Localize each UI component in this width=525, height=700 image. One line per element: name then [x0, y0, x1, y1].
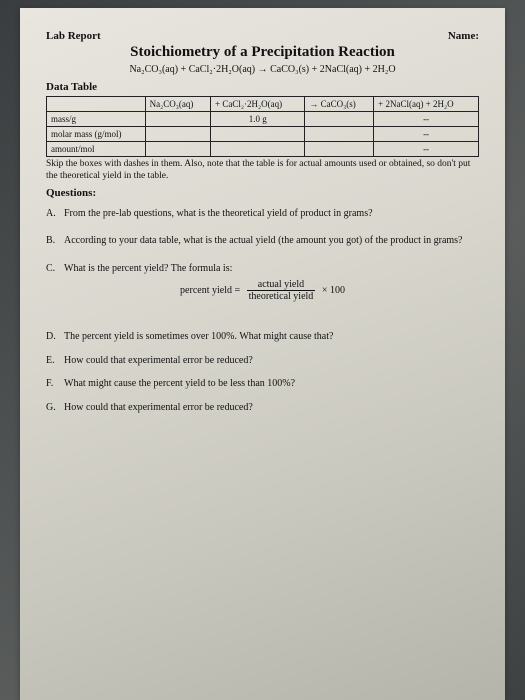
- question-b: B. According to your data table, what is…: [46, 234, 479, 248]
- question-text: How could that experimental error be red…: [64, 354, 479, 368]
- question-letter: E.: [46, 354, 64, 368]
- question-c: C. What is the percent yield? The formul…: [46, 262, 479, 276]
- question-letter: C.: [46, 262, 64, 276]
- cell: [211, 127, 305, 142]
- question-a: A. From the pre-lab questions, what is t…: [46, 207, 479, 221]
- fraction-denominator: theoretical yield: [247, 291, 316, 302]
- table-header-row: Na₂CO₃(aq) + CaCl₂·2H₂O(aq) → CaCO₃(s) +…: [47, 97, 479, 112]
- name-label: Name:: [448, 30, 479, 42]
- question-letter: D.: [46, 330, 64, 344]
- reaction-equation: Na₂CO₃(aq) + CaCl₂·2H₂O(aq) → CaCO₃(s) +…: [46, 64, 479, 75]
- questions-heading: Questions:: [46, 187, 479, 199]
- row-label: molar mass (g/mol): [47, 127, 146, 142]
- question-letter: G.: [46, 401, 64, 415]
- data-table-heading: Data Table: [46, 81, 479, 93]
- question-text: What might cause the percent yield to be…: [64, 377, 479, 391]
- col-nacl: + 2NaCl(aq) + 2H₂O: [374, 97, 479, 112]
- question-letter: A.: [46, 207, 64, 221]
- cell: [305, 112, 374, 127]
- cell: [305, 127, 374, 142]
- lab-report-label: Lab Report: [46, 30, 101, 42]
- col-na2co3: Na₂CO₃(aq): [145, 97, 210, 112]
- question-letter: B.: [46, 234, 64, 248]
- question-text: The percent yield is sometimes over 100%…: [64, 330, 479, 344]
- question-g: G. How could that experimental error be …: [46, 401, 479, 415]
- row-label: mass/g: [47, 112, 146, 127]
- header-row: Lab Report Name:: [46, 30, 479, 42]
- cell: [145, 142, 210, 157]
- table-row: molar mass (g/mol) --: [47, 127, 479, 142]
- question-e: E. How could that experimental error be …: [46, 354, 479, 368]
- col-caco3: → CaCO₃(s): [305, 97, 374, 112]
- formula-lhs: percent yield =: [180, 285, 240, 296]
- question-f: F. What might cause the percent yield to…: [46, 377, 479, 391]
- question-text: From the pre-lab questions, what is the …: [64, 207, 479, 221]
- fraction: actual yield theoretical yield: [247, 279, 316, 302]
- col-cacl2: + CaCl₂·2H₂O(aq): [211, 97, 305, 112]
- fraction-numerator: actual yield: [247, 279, 316, 291]
- cell: --: [374, 142, 479, 157]
- question-text: How could that experimental error be red…: [64, 401, 479, 415]
- row-label: amount/mol: [47, 142, 146, 157]
- cell: [211, 142, 305, 157]
- cell: [145, 112, 210, 127]
- cell: --: [374, 127, 479, 142]
- cell: [305, 142, 374, 157]
- page-title: Stoichiometry of a Precipitation Reactio…: [46, 44, 479, 61]
- formula-rhs: × 100: [322, 285, 345, 296]
- question-letter: F.: [46, 377, 64, 391]
- worksheet-sheet: Lab Report Name: Stoichiometry of a Prec…: [20, 8, 505, 700]
- cell: 1.0 g: [211, 112, 305, 127]
- cell: [145, 127, 210, 142]
- table-note: Skip the boxes with dashes in them. Also…: [46, 159, 479, 183]
- question-text: According to your data table, what is th…: [64, 234, 479, 248]
- col-blank: [47, 97, 146, 112]
- data-table: Na₂CO₃(aq) + CaCl₂·2H₂O(aq) → CaCO₃(s) +…: [46, 96, 479, 157]
- question-d: D. The percent yield is sometimes over 1…: [46, 330, 479, 344]
- percent-yield-formula: percent yield = actual yield theoretical…: [46, 279, 479, 302]
- table-row: amount/mol --: [47, 142, 479, 157]
- table-row: mass/g 1.0 g --: [47, 112, 479, 127]
- question-text: What is the percent yield? The formula i…: [64, 262, 479, 276]
- cell: --: [374, 112, 479, 127]
